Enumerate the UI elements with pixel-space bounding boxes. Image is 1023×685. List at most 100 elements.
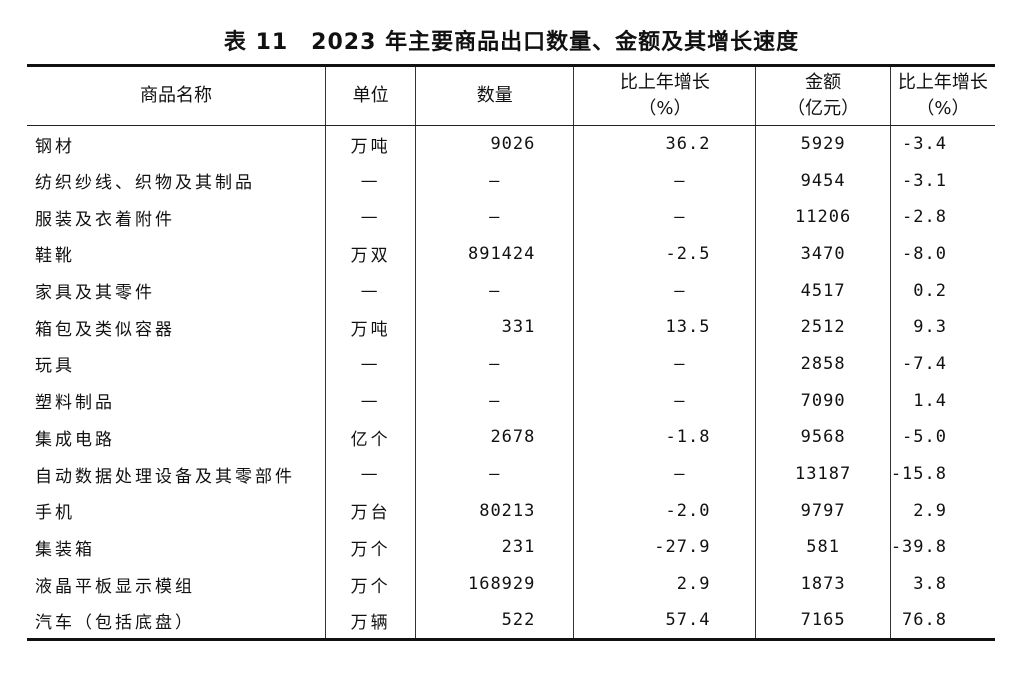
table-cell: —: [573, 162, 756, 199]
table-cell: 万台: [324, 492, 416, 530]
table-cell: 76.8: [889, 602, 995, 640]
table-cell: 万双: [324, 235, 416, 273]
table-cell: -3.1: [889, 162, 995, 199]
table-cell: —: [324, 162, 416, 199]
table-cell: 万辆: [324, 602, 416, 640]
table-cell: 581: [755, 529, 891, 566]
table-cell: -27.9: [573, 529, 756, 566]
table-row: 服装及衣着附件 — — —11206 -2.8: [27, 198, 995, 236]
table-cell: —: [324, 198, 416, 236]
table-cell: 1.4: [889, 382, 995, 419]
table-cell: 自动数据处理设备及其零部件: [35, 466, 295, 487]
table-cell: —: [324, 455, 416, 493]
table-cell: 集成电路: [35, 429, 115, 450]
table-cell: 13187: [755, 455, 891, 493]
table-cell: 4517: [755, 272, 891, 309]
table-cell: —: [573, 272, 756, 309]
column-header: 比上年增长 （%）: [573, 65, 756, 126]
table-cell: 9454: [755, 162, 891, 199]
table-cell: —: [324, 272, 416, 309]
table-row: 汽车（包括底盘） 万辆 522 57.4 7165 76.8: [27, 602, 995, 640]
table-cell: 汽车（包括底盘）: [35, 612, 195, 633]
table-cell: -3.4: [889, 125, 995, 163]
table-cell: 5929: [755, 125, 891, 163]
column-header: 商品名称: [27, 65, 326, 126]
table-cell: 液晶平板显示模组: [35, 576, 195, 597]
table-cell: —: [415, 162, 574, 199]
table-cell: 7090: [755, 382, 891, 419]
table-cell: 57.4: [573, 602, 756, 640]
table-cell: 331: [415, 308, 574, 346]
table-cell: —: [573, 455, 756, 493]
table-cell: -39.8: [889, 529, 995, 566]
table-cell: 钢材: [35, 136, 75, 157]
table-row: 纺织纱线、织物及其制品 — — —9454 -3.1: [27, 162, 995, 199]
table-cell: 3470: [755, 235, 891, 273]
table-cell: 2.9: [889, 492, 995, 530]
table-cell: 0.2: [889, 272, 995, 309]
table-cell: —: [573, 382, 756, 419]
table-cell: 891424: [415, 235, 574, 273]
table-cell: 万个: [324, 565, 416, 603]
table-cell: 塑料制品: [35, 393, 115, 414]
table-row: 自动数据处理设备及其零部件 — — —13187 -15.8: [27, 455, 995, 493]
table-cell: 2858: [755, 345, 891, 383]
table-cell: 鞋靴: [35, 246, 75, 267]
table-cell: —: [415, 198, 574, 236]
table-row: 手机 万台 80213 -2.0 9797 2.9: [27, 492, 995, 530]
table-cell: 万吨: [324, 308, 416, 346]
table-cell: 万个: [324, 529, 416, 566]
table-title: 表 11 2023 年主要商品出口数量、金额及其增长速度: [223, 30, 800, 55]
table-cell: —: [573, 198, 756, 236]
table-cell: 9797: [755, 492, 891, 530]
table-cell: 纺织纱线、织物及其制品: [35, 173, 255, 194]
table-row: 液晶平板显示模组 万个 168929 2.9 1873 3.8: [27, 565, 995, 603]
export-table: 商品名称 单位 数量 比上年增长 （%） 金额 （亿元） 比上年增长 （%） 钢材 万吨 90…: [27, 64, 995, 641]
table-cell: 2512: [755, 308, 891, 346]
table-cell: 9568: [755, 419, 891, 456]
table-cell: -2.8: [889, 198, 995, 236]
table-cell: 80213: [415, 492, 574, 530]
header-row: 商品名称 单位 数量 比上年增长 （%） 金额 （亿元） 比上年增长 （%）: [27, 65, 995, 126]
table-cell: -8.0: [889, 235, 995, 273]
column-header: 比上年增长 （%）: [889, 65, 995, 126]
table-cell: 集装箱: [35, 539, 95, 560]
table-row: 玩具 — — —2858 -7.4: [27, 345, 995, 383]
table-cell: —: [415, 272, 574, 309]
table-row: 集成电路 亿个 2678 -1.8 9568 -5.0: [27, 419, 995, 456]
table-cell: —: [415, 455, 574, 493]
table-cell: 11206: [755, 198, 891, 236]
column-header: 数量: [415, 65, 574, 126]
table-cell: 箱包及类似容器: [35, 319, 175, 340]
table-cell: —: [415, 345, 574, 383]
table-cell: 万吨: [324, 125, 416, 163]
table-cell: 家具及其零件: [35, 283, 155, 304]
table-cell: 服装及衣着附件: [35, 209, 175, 230]
table-cell: -15.8: [889, 455, 995, 493]
table-cell: 3.8: [889, 565, 995, 603]
table-cell: 231: [415, 529, 574, 566]
table-row: 家具及其零件 — — —4517 0.2: [27, 272, 995, 309]
table-cell: 13.5: [573, 308, 756, 346]
table-cell: -2.0: [573, 492, 756, 530]
table-row: 钢材 万吨 9026 36.2 5929 -3.4: [27, 125, 995, 163]
table-cell: —: [573, 345, 756, 383]
column-header: 单位: [324, 65, 416, 126]
table-row: 集装箱 万个 231 -27.9 581 -39.8: [27, 529, 995, 566]
table-cell: -1.8: [573, 419, 756, 456]
table-row: 塑料制品 — — —7090 1.4: [27, 382, 995, 419]
table-cell: 手机: [35, 503, 75, 524]
table-cell: 9026: [415, 125, 574, 163]
table-cell: 9.3: [889, 308, 995, 346]
table-cell: 玩具: [35, 356, 75, 377]
table-cell: -7.4: [889, 345, 995, 383]
table-cell: -2.5: [573, 235, 756, 273]
table-cell: —: [324, 382, 416, 419]
table-cell: 1873: [755, 565, 891, 603]
table-cell: —: [324, 345, 416, 383]
table-cell: —: [415, 382, 574, 419]
table-cell: 36.2: [573, 125, 756, 163]
table-cell: 亿个: [324, 419, 416, 456]
table-cell: 2.9: [573, 565, 756, 603]
table-cell: 522: [415, 602, 574, 640]
